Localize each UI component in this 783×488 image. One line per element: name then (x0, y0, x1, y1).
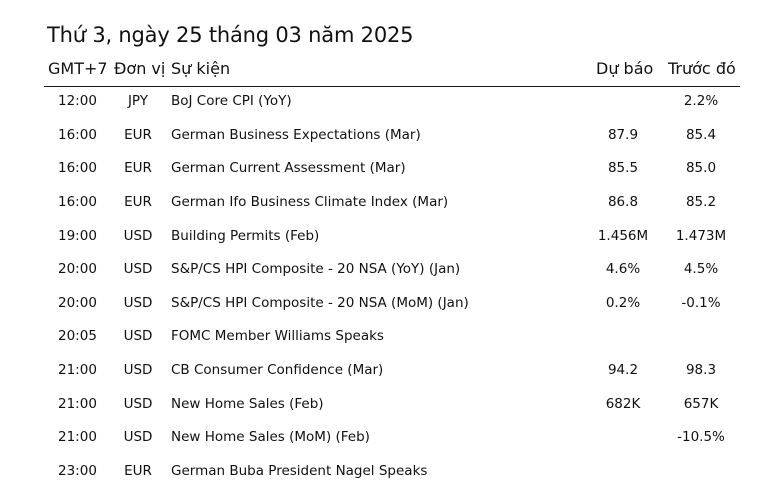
row-event: German Current Assessment (Mar) (171, 160, 406, 176)
row-currency: EUR (124, 127, 152, 143)
row-time: 21:00 (58, 429, 97, 445)
column-header-forecast: Dự báo (596, 59, 654, 78)
row-forecast: 0.2% (605, 295, 641, 311)
row-previous: 4.5% (683, 261, 719, 277)
row-currency: USD (123, 328, 153, 344)
row-time: 21:00 (58, 362, 97, 378)
table-row: 16:00 EUR German Current Assessment (Mar… (0, 152, 783, 185)
row-previous: -10.5% (677, 429, 725, 445)
row-previous: 85.4 (685, 127, 717, 143)
row-currency: USD (123, 295, 153, 311)
row-currency: USD (123, 396, 153, 412)
table-row: 20:00 USD S&P/CS HPI Composite - 20 NSA … (0, 253, 783, 286)
row-currency: USD (123, 228, 153, 244)
row-forecast: 4.6% (605, 261, 641, 277)
row-time: 16:00 (58, 160, 97, 176)
row-forecast: 1.456M (597, 228, 649, 244)
row-event: CB Consumer Confidence (Mar) (171, 362, 384, 378)
row-event: S&P/CS HPI Composite - 20 NSA (YoY) (Jan… (171, 261, 461, 277)
row-time: 20:00 (58, 261, 97, 277)
row-time: 23:00 (58, 463, 97, 479)
table-row: 12:00 JPY BoJ Core CPI (YoY) 2.2% (0, 85, 783, 118)
row-time: 19:00 (58, 228, 97, 244)
row-time: 12:00 (58, 93, 97, 109)
row-time: 21:00 (58, 396, 97, 412)
table-row: 16:00 EUR German Business Expectations (… (0, 119, 783, 152)
row-event: S&P/CS HPI Composite - 20 NSA (MoM) (Jan… (171, 295, 469, 311)
table-row: 21:00 USD CB Consumer Confidence (Mar) 9… (0, 354, 783, 387)
row-event: FOMC Member Williams Speaks (171, 328, 384, 344)
table-row: 20:00 USD S&P/CS HPI Composite - 20 NSA … (0, 287, 783, 320)
row-previous: 1.473M (675, 228, 727, 244)
row-forecast: 94.2 (607, 362, 639, 378)
table-row: 23:00 EUR German Buba President Nagel Sp… (0, 455, 783, 488)
table-row: 21:00 USD New Home Sales (MoM) (Feb) -10… (0, 421, 783, 454)
row-currency: JPY (127, 93, 149, 109)
row-currency: USD (123, 429, 153, 445)
table-header: GMT+7 Đơn vị Sự kiện Dự báo Trước đó (0, 56, 783, 82)
row-previous: -0.1% (681, 295, 721, 311)
row-forecast: 682K (605, 396, 641, 412)
column-header-event: Sự kiện (171, 59, 231, 78)
table-row: 19:00 USD Building Permits (Feb) 1.456M … (0, 220, 783, 253)
row-event: German Buba President Nagel Speaks (171, 463, 428, 479)
row-event: BoJ Core CPI (YoY) (171, 93, 292, 109)
page-title: Thứ 3, ngày 25 tháng 03 năm 2025 (47, 23, 414, 47)
table-row: 21:00 USD New Home Sales (Feb) 682K 657K (0, 388, 783, 421)
row-event: German Ifo Business Climate Index (Mar) (171, 194, 449, 210)
column-header-time: GMT+7 (48, 59, 108, 78)
row-forecast: 86.8 (607, 194, 639, 210)
row-forecast: 87.9 (607, 127, 639, 143)
row-previous: 85.2 (685, 194, 717, 210)
column-header-previous: Trước đó (668, 59, 736, 78)
table-row: 16:00 EUR German Ifo Business Climate In… (0, 186, 783, 219)
row-event: German Business Expectations (Mar) (171, 127, 421, 143)
row-previous: 657K (683, 396, 719, 412)
row-currency: USD (123, 362, 153, 378)
row-currency: EUR (124, 160, 152, 176)
row-currency: USD (123, 261, 153, 277)
row-previous: 85.0 (685, 160, 717, 176)
row-previous: 2.2% (683, 93, 719, 109)
header-divider (44, 86, 740, 87)
row-time: 16:00 (58, 194, 97, 210)
column-header-currency: Đơn vị (114, 59, 166, 78)
table-row: 20:05 USD FOMC Member Williams Speaks (0, 320, 783, 353)
row-event: New Home Sales (Feb) (171, 396, 324, 412)
row-previous: 98.3 (685, 362, 717, 378)
row-event: Building Permits (Feb) (171, 228, 320, 244)
row-time: 20:00 (58, 295, 97, 311)
row-currency: EUR (124, 194, 152, 210)
row-event: New Home Sales (MoM) (Feb) (171, 429, 370, 445)
row-currency: EUR (124, 463, 152, 479)
row-time: 16:00 (58, 127, 97, 143)
row-forecast: 85.5 (607, 160, 639, 176)
row-time: 20:05 (58, 328, 97, 344)
